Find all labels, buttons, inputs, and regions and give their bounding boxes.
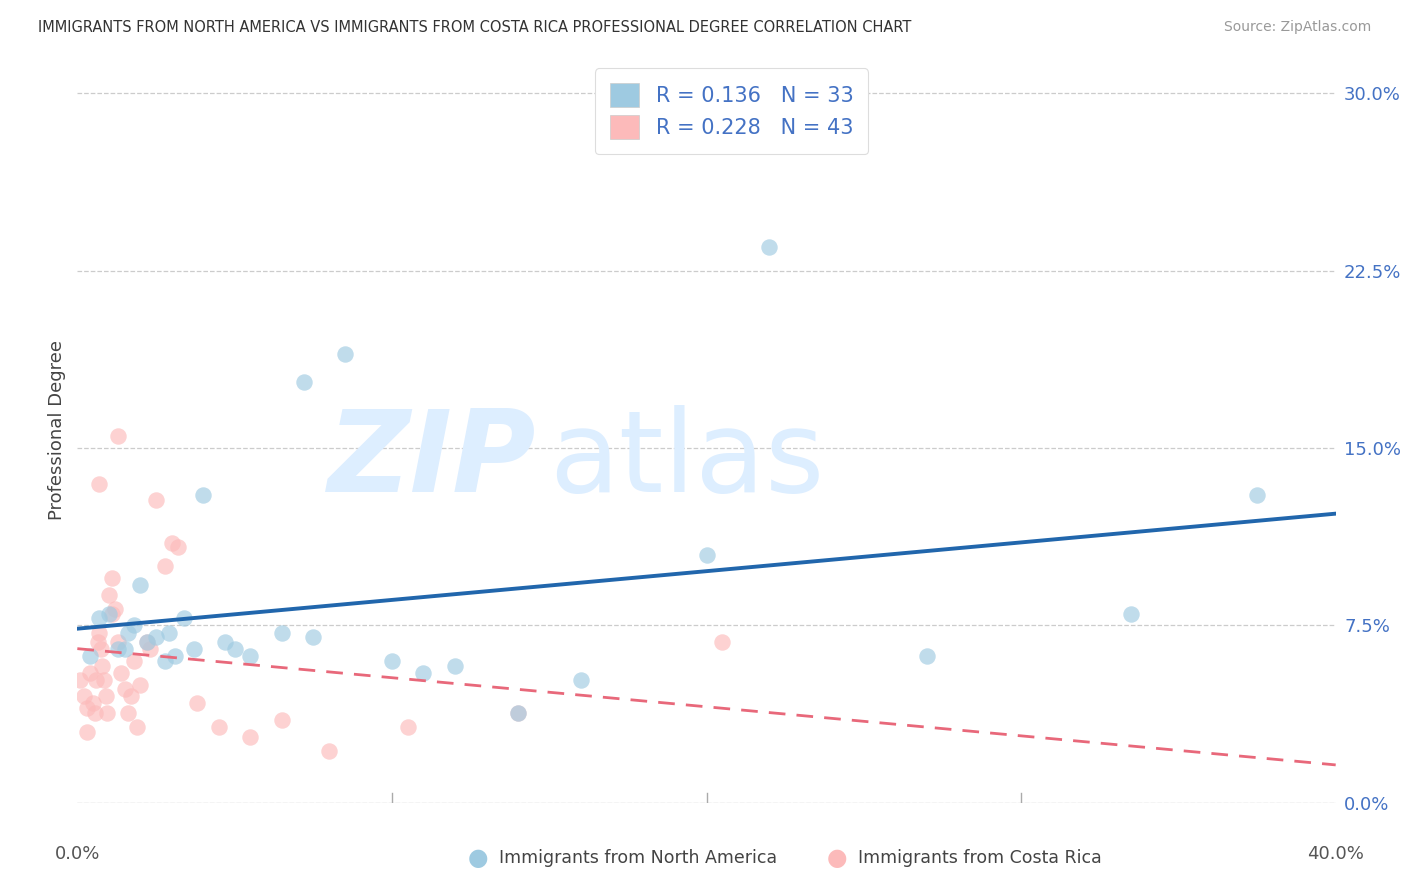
Point bbox=[122, 618, 145, 632]
Point bbox=[157, 625, 180, 640]
Point bbox=[129, 578, 152, 592]
Point bbox=[129, 677, 152, 691]
Point bbox=[107, 642, 129, 657]
Text: Source: ZipAtlas.com: Source: ZipAtlas.com bbox=[1223, 20, 1371, 34]
Point bbox=[82, 697, 104, 711]
Point bbox=[333, 346, 356, 360]
Point bbox=[110, 665, 132, 680]
Point bbox=[239, 649, 262, 664]
Point bbox=[208, 720, 231, 734]
Point bbox=[186, 697, 208, 711]
Text: Immigrants from North America: Immigrants from North America bbox=[499, 849, 778, 867]
Point bbox=[135, 635, 157, 649]
Point bbox=[76, 701, 98, 715]
Point bbox=[224, 642, 246, 657]
Point bbox=[145, 493, 167, 508]
Point bbox=[101, 607, 124, 621]
Point bbox=[318, 744, 340, 758]
Point bbox=[104, 602, 127, 616]
Point bbox=[163, 649, 186, 664]
Point bbox=[90, 642, 112, 657]
Text: ●: ● bbox=[468, 847, 488, 870]
Point bbox=[506, 706, 529, 720]
Point bbox=[135, 635, 157, 649]
Point bbox=[214, 635, 236, 649]
Point bbox=[270, 625, 292, 640]
Point bbox=[696, 548, 718, 562]
Point bbox=[93, 673, 115, 687]
Point bbox=[97, 588, 120, 602]
Point bbox=[114, 642, 136, 657]
Point bbox=[138, 642, 160, 657]
Text: IMMIGRANTS FROM NORTH AMERICA VS IMMIGRANTS FROM COSTA RICA PROFESSIONAL DEGREE : IMMIGRANTS FROM NORTH AMERICA VS IMMIGRA… bbox=[38, 20, 911, 35]
Point bbox=[506, 706, 529, 720]
Legend: R = 0.136   N = 33, R = 0.228   N = 43: R = 0.136 N = 33, R = 0.228 N = 43 bbox=[595, 69, 868, 154]
Point bbox=[758, 240, 780, 254]
Point bbox=[83, 706, 105, 720]
Point bbox=[79, 665, 101, 680]
Point bbox=[396, 720, 419, 734]
Point bbox=[87, 635, 110, 649]
Point bbox=[69, 673, 91, 687]
Point bbox=[72, 690, 94, 704]
Point bbox=[1121, 607, 1143, 621]
Point bbox=[173, 611, 195, 625]
Point bbox=[84, 673, 107, 687]
Point bbox=[101, 571, 124, 585]
Text: Immigrants from Costa Rica: Immigrants from Costa Rica bbox=[858, 849, 1101, 867]
Point bbox=[122, 654, 145, 668]
Point bbox=[915, 649, 938, 664]
Point bbox=[302, 630, 325, 644]
Point bbox=[76, 724, 98, 739]
Point bbox=[191, 488, 215, 502]
Point bbox=[96, 706, 118, 720]
Text: ZIP: ZIP bbox=[328, 405, 537, 516]
Text: 0.0%: 0.0% bbox=[55, 846, 100, 863]
Point bbox=[89, 476, 111, 491]
Point bbox=[1246, 488, 1268, 502]
Point bbox=[145, 630, 167, 644]
Point bbox=[94, 690, 117, 704]
Point bbox=[114, 682, 136, 697]
Point bbox=[711, 635, 734, 649]
Text: atlas: atlas bbox=[550, 405, 824, 516]
Text: ●: ● bbox=[827, 847, 846, 870]
Text: 40.0%: 40.0% bbox=[1308, 846, 1364, 863]
Point bbox=[91, 658, 114, 673]
Point bbox=[381, 654, 404, 668]
Point bbox=[127, 720, 149, 734]
Point bbox=[89, 611, 111, 625]
Point bbox=[120, 690, 142, 704]
Point bbox=[569, 673, 592, 687]
Point bbox=[107, 635, 129, 649]
Point bbox=[160, 535, 183, 549]
Point bbox=[167, 541, 190, 555]
Point bbox=[155, 654, 177, 668]
Y-axis label: Professional Degree: Professional Degree bbox=[48, 341, 66, 520]
Point bbox=[117, 706, 139, 720]
Point bbox=[155, 559, 177, 574]
Point bbox=[79, 649, 101, 664]
Point bbox=[239, 730, 262, 744]
Point bbox=[444, 658, 467, 673]
Point bbox=[292, 375, 315, 389]
Point bbox=[97, 607, 120, 621]
Point bbox=[412, 665, 434, 680]
Point bbox=[270, 713, 292, 727]
Point bbox=[183, 642, 205, 657]
Point bbox=[107, 429, 129, 443]
Point bbox=[117, 625, 139, 640]
Point bbox=[89, 625, 111, 640]
